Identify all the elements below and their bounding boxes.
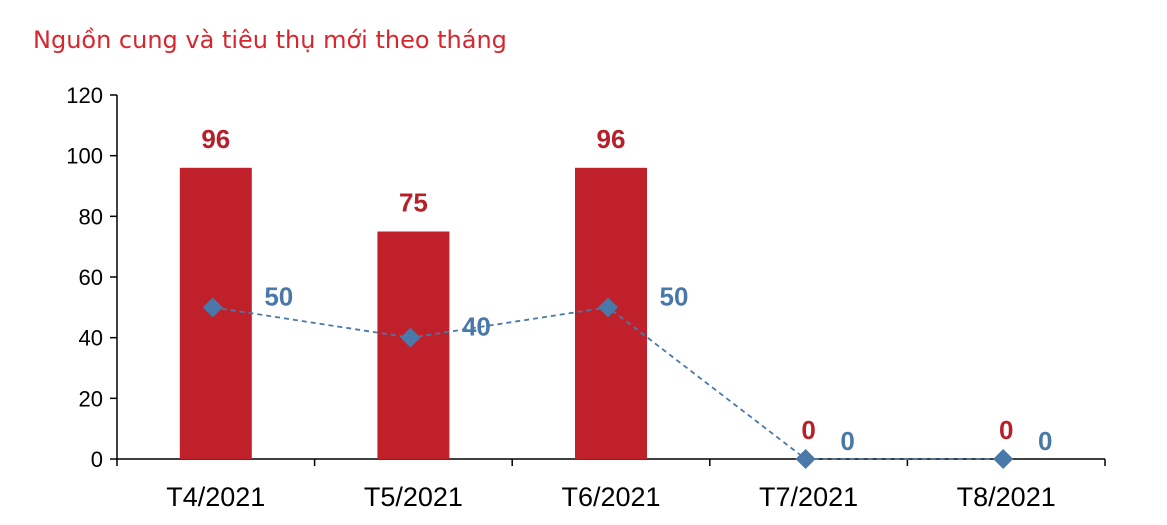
line-data-label: 40 [462, 312, 491, 342]
y-tick-label: 100 [66, 144, 103, 169]
y-tick-label: 120 [66, 83, 103, 108]
line-data-label: 0 [1038, 426, 1052, 456]
line-point [400, 327, 421, 348]
y-tick-label: 60 [79, 265, 103, 290]
bar-data-label: 96 [597, 124, 626, 154]
line-point [993, 449, 1014, 469]
line-point [598, 297, 618, 318]
x-tick-label: T7/2021 [759, 482, 858, 512]
bar [377, 231, 450, 459]
y-tick-label: 20 [79, 386, 103, 411]
line-point [795, 449, 816, 469]
x-tick-label: T8/2021 [957, 482, 1056, 512]
x-tick-label: T6/2021 [561, 482, 660, 512]
line-layer [202, 297, 1014, 469]
bar-data-label: 96 [201, 124, 230, 154]
bar-data-label: 0 [801, 415, 815, 445]
line-point [202, 297, 223, 318]
y-tick-label: 40 [79, 326, 103, 351]
line-data-label: 50 [264, 281, 293, 311]
chart-title: Nguồn cung và tiêu thụ mới theo tháng [33, 26, 507, 54]
bar-data-label: 0 [999, 415, 1013, 445]
line-data-label: 0 [840, 426, 854, 456]
x-tick-label: T5/2021 [364, 482, 463, 512]
bar-data-label: 75 [399, 188, 428, 218]
y-tick-label: 0 [91, 447, 103, 472]
x-tick-label: T4/2021 [166, 482, 265, 512]
line-data-label: 50 [660, 281, 689, 311]
y-tick-label: 80 [79, 204, 103, 229]
